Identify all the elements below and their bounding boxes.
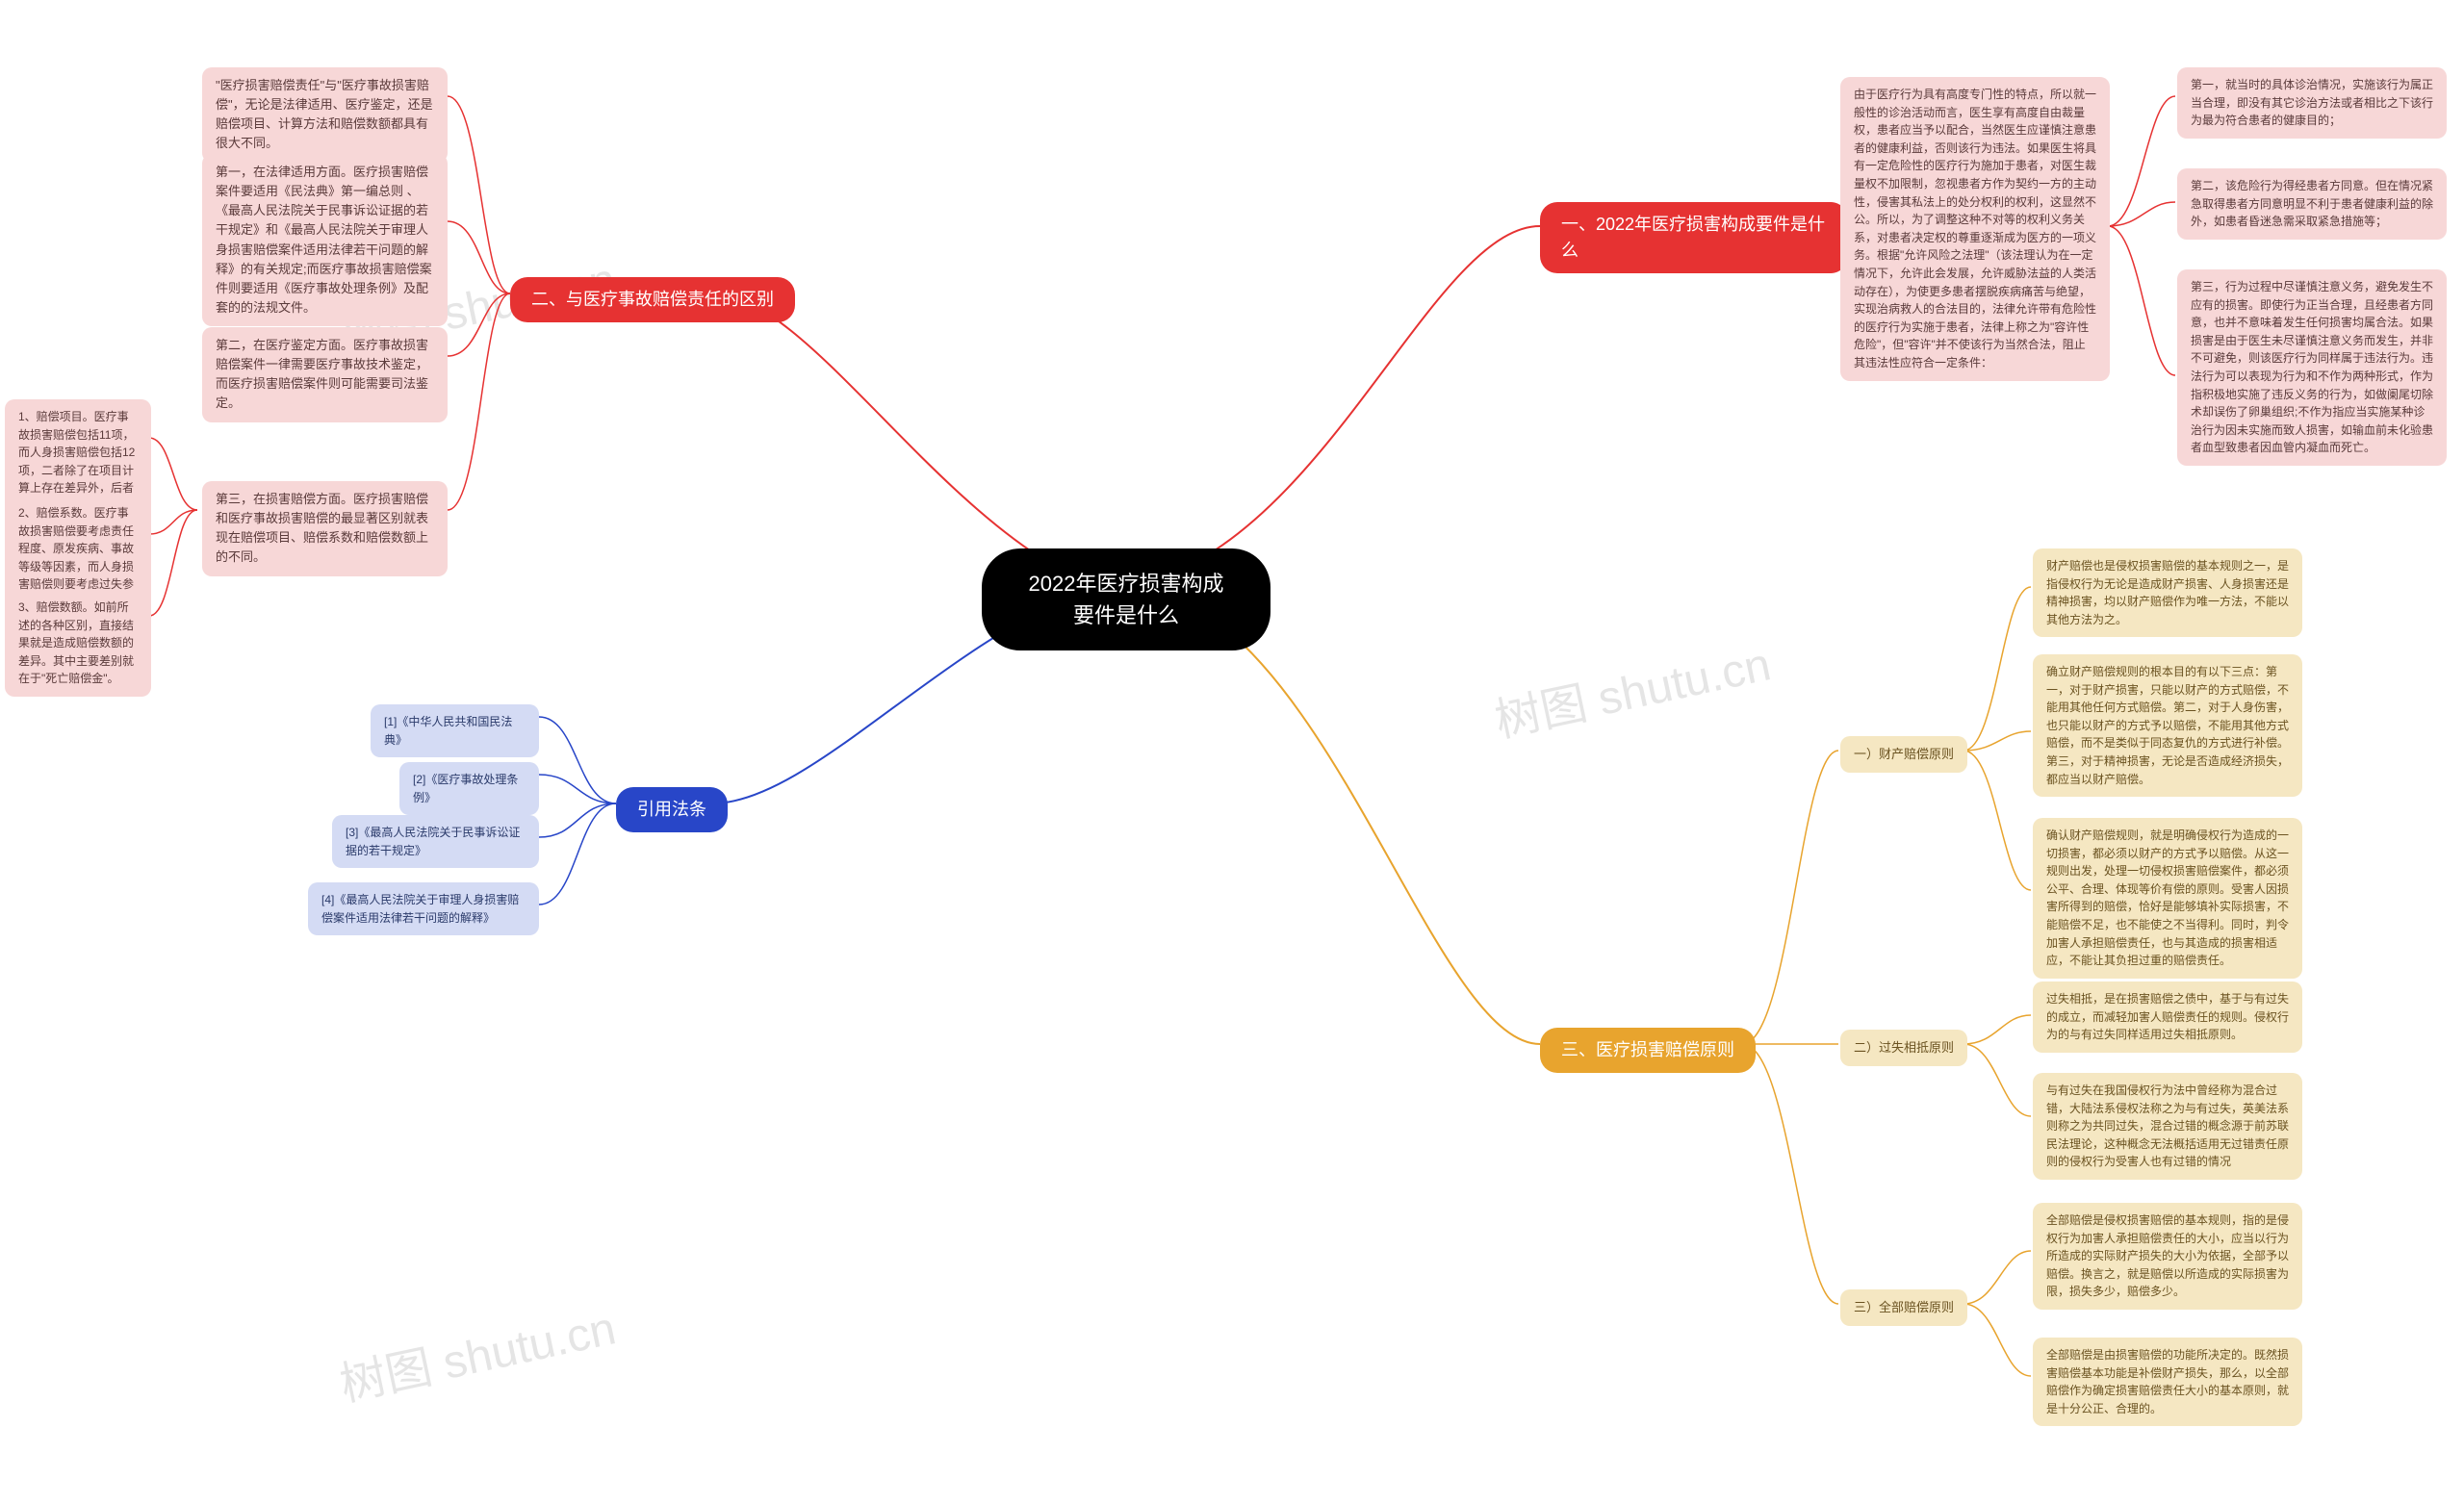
branch-3-sub-1-leaf-1: 财产赔偿也是侵权损害赔偿的基本规则之一，是指侵权行为无论是造成财产损害、人身损害… <box>2033 548 2302 637</box>
branch-1: 一、2022年医疗损害构成要件是什么 <box>1540 202 1848 273</box>
branch-1-leaf-1: 第一，就当时的具体诊治情况，实施该行为属正当合理，即没有其它诊治方法或者相比之下… <box>2177 67 2447 139</box>
branch-3-sub-3: 三）全部赔偿原则 <box>1840 1289 1967 1326</box>
branch-4-leaf-3: [3]《最高人民法院关于民事诉讼证据的若干规定》 <box>332 815 539 868</box>
branch-1-leaf-3: 第三，行为过程中尽谨慎注意义务，避免发生不应有的损害。即使行为正当合理，且经患者… <box>2177 269 2447 466</box>
branch-4: 引用法条 <box>616 787 728 832</box>
branch-4-leaf-4: [4]《最高人民法院关于审理人身损害赔偿案件适用法律若干问题的解释》 <box>308 882 539 935</box>
center-title: 2022年医疗损害构成要件是什么 <box>982 548 1270 650</box>
branch-2-sub-2: 第一，在法律适用方面。医疗损害赔偿案件要适用《民法典》第一编总则 、《最高人民法… <box>202 154 448 326</box>
branch-3-sub-1: 一）财产赔偿原则 <box>1840 736 1967 773</box>
branch-2-sub-3: 第二，在医疗鉴定方面。医疗事故损害赔偿案件一律需要医疗事故技术鉴定，而医疗损害赔… <box>202 327 448 422</box>
branch-4-leaf-1: [1]《中华人民共和国民法典》 <box>371 704 539 757</box>
branch-3: 三、医疗损害赔偿原则 <box>1540 1028 1756 1073</box>
branch-3-sub-1-leaf-2: 确立财产赔偿规则的根本目的有以下三点：第一，对于财产损害，只能以财产的方式赔偿，… <box>2033 654 2302 797</box>
watermark: 树图 shutu.cn <box>333 1290 621 1415</box>
branch-3-sub-1-leaf-3: 确认财产赔偿规则，就是明确侵权行为造成的一切损害，都必须以财产的方式予以赔偿。从… <box>2033 818 2302 979</box>
branch-3-sub-3-leaf-1: 全部赔偿是侵权损害赔偿的基本规则，指的是侵权行为加害人承担赔偿责任的大小，应当以… <box>2033 1203 2302 1310</box>
branch-2-sub-1: "医疗损害赔偿责任"与"医疗事故损害赔偿"，无论是法律适用、医疗鉴定，还是赔偿项… <box>202 67 448 163</box>
watermark: 树图 shutu.cn <box>1488 626 1776 751</box>
branch-3-sub-3-leaf-2: 全部赔偿是由损害赔偿的功能所决定的。既然损害赔偿基本功能是补偿财产损失，那么，以… <box>2033 1338 2302 1426</box>
branch-1-desc: 由于医疗行为具有高度专门性的特点，所以就一般性的诊治活动而言，医生享有高度自由裁… <box>1840 77 2110 381</box>
branch-2: 二、与医疗事故赔偿责任的区别 <box>510 277 795 322</box>
branch-2-sub-4: 第三，在损害赔偿方面。医疗损害赔偿和医疗事故损害赔偿的最显著区别就表现在赔偿项目… <box>202 481 448 576</box>
branch-2-sub-4-leaf-3: 3、赔偿数额。如前所述的各种区别，直接结果就是造成赔偿数额的差异。其中主要差别就… <box>5 590 151 697</box>
branch-3-sub-2: 二）过失相抵原则 <box>1840 1030 1967 1066</box>
branch-1-leaf-2: 第二，该危险行为得经患者方同意。但在情况紧急取得患者方同意明显不利于患者健康利益… <box>2177 168 2447 240</box>
branch-3-sub-2-leaf-1: 过失相抵，是在损害赔偿之债中，基于与有过失的成立，而减轻加害人赔偿责任的规则。侵… <box>2033 981 2302 1053</box>
branch-4-leaf-2: [2]《医疗事故处理条例》 <box>399 762 539 815</box>
branch-3-sub-2-leaf-2: 与有过失在我国侵权行为法中曾经称为混合过错，大陆法系侵权法称之为与有过失，英美法… <box>2033 1073 2302 1180</box>
